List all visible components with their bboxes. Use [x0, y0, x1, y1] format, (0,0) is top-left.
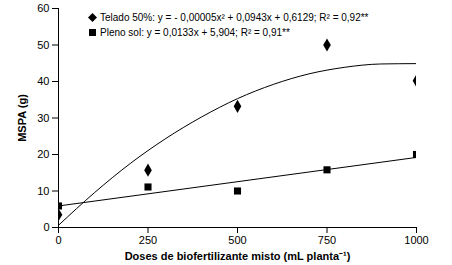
svg-text:MSPA (g): MSPA (g) — [16, 94, 28, 142]
svg-text:20: 20 — [37, 148, 49, 160]
svg-text:0: 0 — [43, 221, 49, 233]
svg-text:500: 500 — [228, 234, 246, 246]
svg-text:750: 750 — [318, 234, 336, 246]
html-text:Telado 50%: y = - 0,00005x² +: Telado 50%: y = - 0,00005x² + 0,0943x + … — [100, 12, 369, 23]
svg-text:Doses de biofertilizante misto: Doses de biofertilizante misto (mL plant… — [125, 250, 351, 262]
svg-text:0: 0 — [55, 234, 61, 246]
svg-text:1000: 1000 — [404, 234, 428, 246]
svg-text:10: 10 — [37, 185, 49, 197]
svg-text:60: 60 — [37, 2, 49, 14]
svg-text:250: 250 — [139, 234, 157, 246]
html-text:Pleno sol: y = 0,0133x + 5,904: Pleno sol: y = 0,0133x + 5,904; R² = 0,9… — [100, 27, 290, 38]
svg-text:30: 30 — [37, 112, 49, 124]
svg-text:40: 40 — [37, 75, 49, 87]
svg-text:50: 50 — [37, 39, 49, 51]
